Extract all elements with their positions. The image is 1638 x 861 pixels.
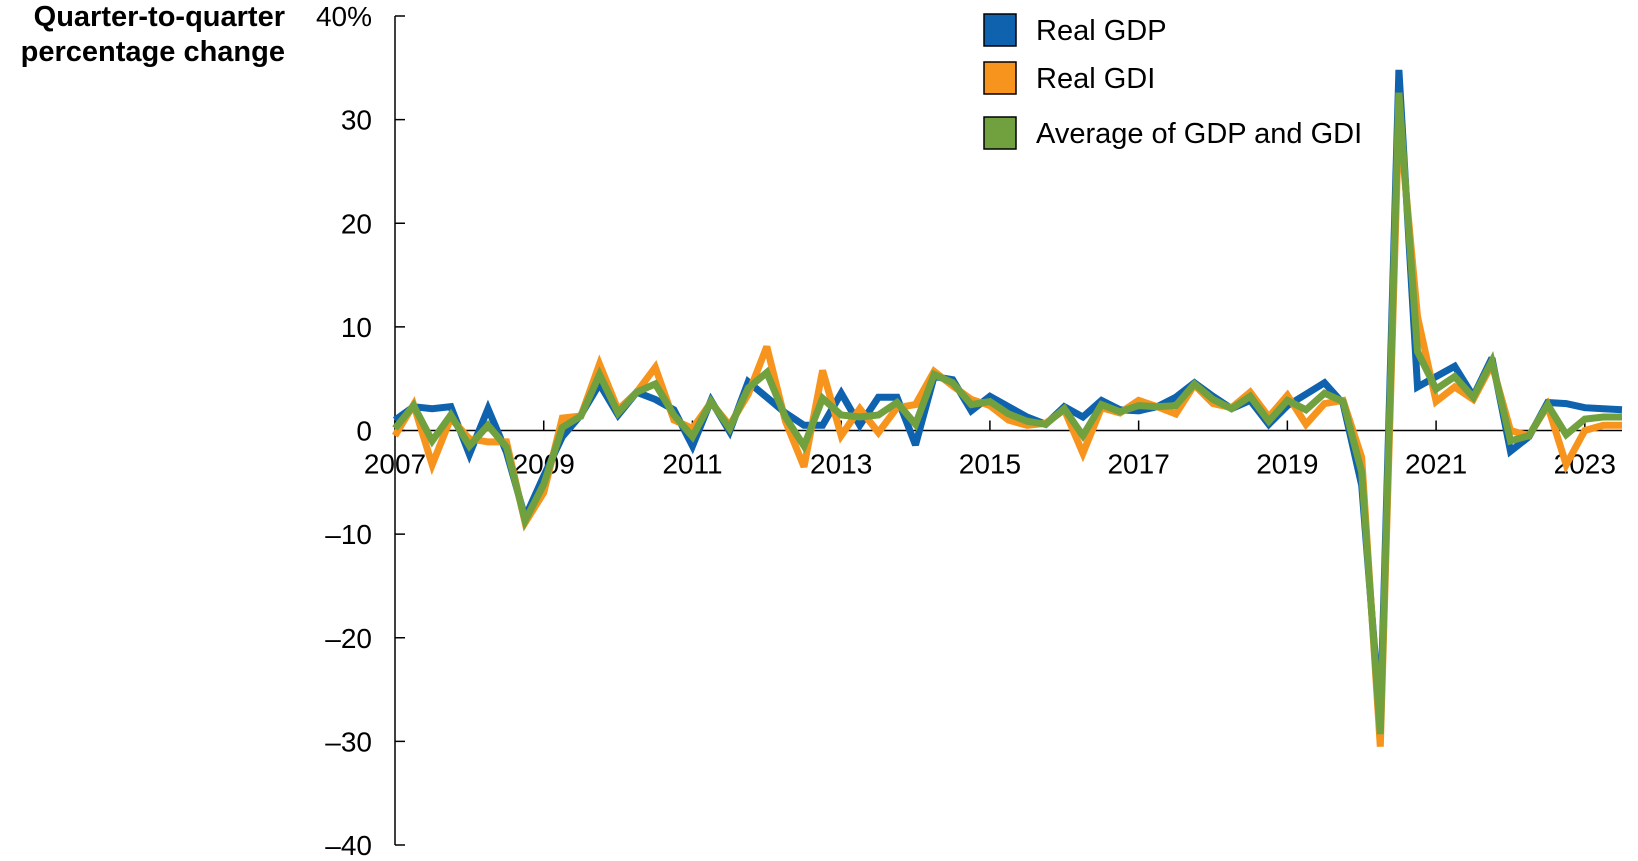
legend: Real GDP Real GDI Average of GDP and GDI [983,13,1362,150]
y-tick-label: –40 [325,830,372,861]
x-tick-label: 2007 [364,449,426,480]
legend-label-2: Real GDI [1036,63,1155,95]
y-axis-title-line-1: Quarter-to-quarter [33,1,285,33]
legend-swatch-3 [983,116,1017,150]
x-tick-label: 2015 [959,449,1021,480]
series-line-3 [392,92,1622,735]
y-tick-label: 0 [356,416,372,447]
x-tick-label: 2017 [1107,449,1169,480]
x-tick-label: 2011 [662,449,722,480]
y-axis-title-line-2: percentage change [20,36,285,68]
y-tick-label: –20 [325,623,372,654]
y-tick-label: 30 [341,105,372,136]
y-tick-label: 40% [316,1,372,32]
x-tick-label: 2021 [1405,449,1467,480]
y-tick-label: 20 [341,208,372,239]
y-axis-title: Quarter-to-quarter percentage change [0,0,285,70]
legend-label-3: Average of GDP and GDI [1036,118,1362,150]
legend-label-1: Real GDP [1036,15,1167,47]
series-lines [391,69,1623,747]
y-tick-label: –30 [325,726,372,757]
x-tick-label: 2019 [1256,449,1318,480]
y-tick-label: 10 [341,312,372,343]
y-tick-label: –10 [325,519,372,550]
series-line-1 [392,69,1623,721]
legend-swatch-2 [983,61,1017,95]
legend-swatch-1 [983,13,1017,47]
x-tick-label: 2013 [810,449,872,480]
